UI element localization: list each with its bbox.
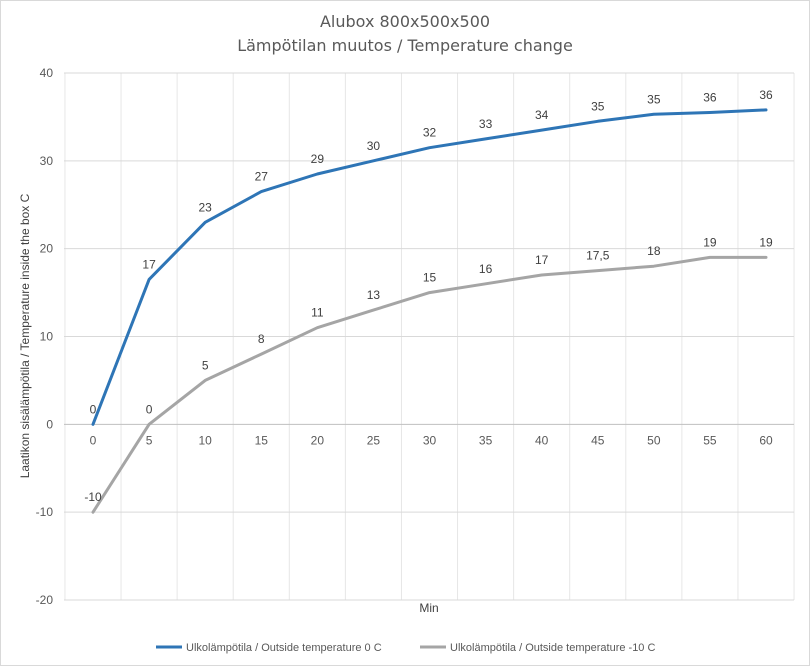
data-label: 34	[535, 108, 549, 122]
data-label: 5	[202, 358, 209, 372]
data-label: 29	[311, 152, 325, 166]
x-tick-label: 40	[535, 433, 549, 447]
y-axis-label: Laatikon sisälämpötila / Temperature ins…	[18, 193, 32, 478]
x-tick-label: 10	[198, 433, 212, 447]
x-axis-label: Min	[419, 601, 438, 615]
legend-label-2: Ulkolämpötila / Outside temperature -10 …	[450, 642, 655, 654]
x-tick-label: 55	[703, 433, 717, 447]
data-label: 0	[90, 402, 97, 416]
x-axis-ticks: 0 5 10 15 20 25 30 35 40 45 50 55 60	[90, 433, 773, 447]
chart-title: Alubox 800x500x500	[320, 12, 490, 31]
x-tick-label: 15	[255, 433, 269, 447]
y-axis-ticks: -20 -10 0 10 20 30 40	[36, 66, 54, 607]
y-tick-label: 0	[46, 417, 53, 431]
data-label: 11	[311, 306, 324, 320]
data-label: 36	[759, 88, 773, 102]
data-label: 0	[146, 402, 153, 416]
legend: Ulkolämpötila / Outside temperature 0 C U…	[156, 642, 655, 654]
data-label: 32	[423, 126, 437, 140]
x-tick-label: 25	[367, 433, 381, 447]
x-tick-label: 35	[479, 433, 493, 447]
x-tick-label: 60	[759, 433, 773, 447]
data-label: 19	[703, 235, 717, 249]
data-labels: 0 17 23 27 29 30 32 33 34 35 35 36 36 -10 0 5 8 11 13 15 16 1…	[84, 88, 773, 504]
data-label: 8	[258, 332, 265, 346]
data-label: 17	[142, 257, 156, 271]
x-tick-label: 0	[90, 433, 97, 447]
data-label: 17	[535, 253, 549, 267]
data-label: 36	[703, 91, 717, 105]
y-tick-label: 30	[40, 154, 54, 168]
y-tick-label: -20	[36, 593, 54, 607]
x-tick-label: 5	[146, 433, 153, 447]
data-label: -10	[84, 490, 102, 504]
data-label: 35	[647, 92, 661, 106]
series-line-1	[91, 108, 768, 426]
series-line-2	[91, 255, 768, 514]
x-tick-label: 30	[423, 433, 437, 447]
data-label: 13	[367, 288, 381, 302]
data-label: 17,5	[586, 249, 610, 263]
data-label: 27	[255, 170, 269, 184]
x-tick-label: 50	[647, 433, 661, 447]
y-tick-label: 20	[40, 242, 54, 256]
data-label: 18	[647, 244, 661, 258]
data-label: 16	[479, 262, 493, 276]
y-tick-label: -10	[36, 505, 54, 519]
y-tick-label: 10	[40, 330, 54, 344]
chart-subtitle: Lämpötilan muutos / Temperature change	[237, 36, 573, 55]
series	[91, 108, 768, 514]
x-tick-label: 20	[311, 433, 325, 447]
grid	[64, 72, 795, 601]
data-label: 15	[423, 271, 437, 285]
x-tick-label: 45	[591, 433, 605, 447]
data-label: 35	[591, 99, 605, 113]
data-label: 30	[367, 139, 381, 153]
y-tick-label: 40	[40, 66, 54, 80]
data-label: 19	[759, 235, 773, 249]
legend-label-1: Ulkolämpötila / Outside temperature 0 C	[186, 642, 382, 654]
data-label: 23	[198, 200, 212, 214]
data-label: 33	[479, 117, 493, 131]
